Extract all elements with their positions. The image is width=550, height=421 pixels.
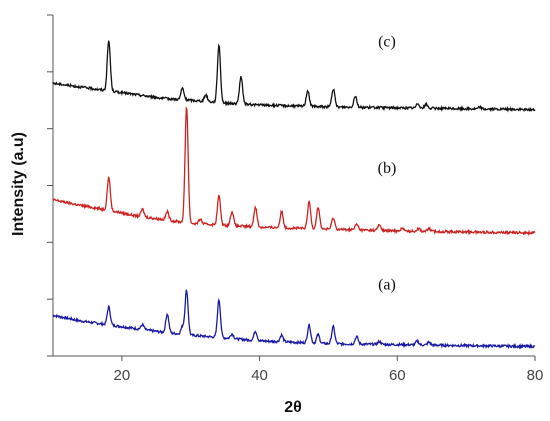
series-line-a — [52, 289, 536, 350]
series-label-a: (a) — [378, 277, 396, 294]
y-axis-title: Intensity (a.u) — [10, 132, 27, 236]
x-axis-title: 2θ — [284, 399, 302, 416]
series-layer: (c) (b) (a) — [52, 33, 536, 350]
x-tick-label: 40 — [251, 367, 268, 384]
series-line-b — [52, 106, 536, 236]
plot-frame — [52, 15, 535, 357]
series-line-c — [52, 40, 536, 113]
axis-layer: 20 40 60 80 — [47, 14, 544, 384]
series-label-b: (b) — [378, 160, 397, 177]
x-tick-label: 60 — [389, 367, 406, 384]
series-label-c: (c) — [378, 33, 396, 50]
x-tick-label: 80 — [527, 367, 544, 384]
x-tick-label: 20 — [114, 367, 131, 384]
